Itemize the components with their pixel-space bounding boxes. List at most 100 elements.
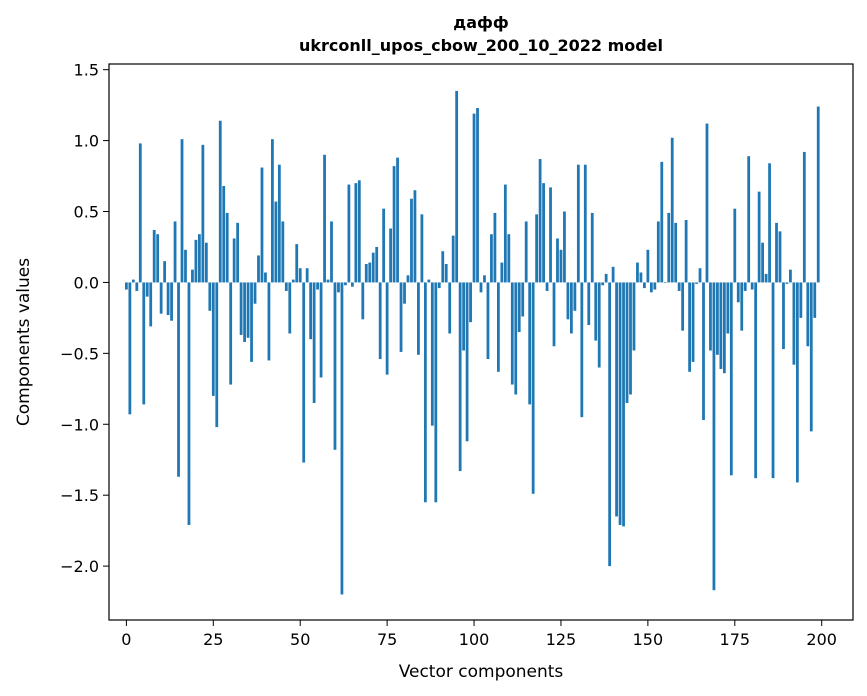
bar-19 xyxy=(191,269,194,283)
bar-129 xyxy=(573,282,577,311)
bar-46 xyxy=(284,282,288,291)
chart-title-line2: ukrconll_upos_cbow_200_10_2022 model xyxy=(299,36,663,55)
bar-195 xyxy=(802,151,806,283)
bar-24 xyxy=(208,282,212,311)
bar-15 xyxy=(177,282,180,477)
bar-28 xyxy=(222,185,226,283)
bar-146 xyxy=(632,282,636,351)
bar-136 xyxy=(597,282,601,368)
bar-7 xyxy=(149,282,153,327)
bar-54 xyxy=(312,282,316,403)
bar-188 xyxy=(778,231,782,283)
bar-17 xyxy=(184,249,187,283)
bar-157 xyxy=(670,137,674,283)
bar-27 xyxy=(218,120,222,283)
bar-53 xyxy=(309,282,313,340)
bar-68 xyxy=(361,282,365,320)
bar-18 xyxy=(187,282,191,525)
bar-192 xyxy=(792,282,796,365)
bar-101 xyxy=(476,107,479,283)
bar-65 xyxy=(350,282,354,287)
bar-100 xyxy=(472,113,476,283)
bar-32 xyxy=(236,222,240,283)
bar-132 xyxy=(583,164,587,283)
bar-155 xyxy=(663,282,667,284)
x-axis-label: Vector components xyxy=(399,662,564,682)
bar-107 xyxy=(496,282,500,372)
bar-73 xyxy=(378,282,382,360)
bar-175 xyxy=(733,208,737,283)
x-tick-label: 75 xyxy=(377,630,397,649)
bar-190 xyxy=(785,282,789,284)
bar-178 xyxy=(743,282,747,291)
bar-93 xyxy=(448,282,452,334)
plot-frame xyxy=(108,63,854,621)
x-tick-label: 50 xyxy=(290,630,310,649)
bar-64 xyxy=(347,184,351,283)
bar-184 xyxy=(764,273,768,283)
bar-186 xyxy=(771,282,775,479)
bar-2 xyxy=(131,279,135,283)
bars-group xyxy=(124,90,820,595)
chart-title-line1: дафф xyxy=(453,13,508,32)
y-axis-label: Components values xyxy=(14,258,34,426)
bar-47 xyxy=(288,282,292,334)
x-tick-label: 100 xyxy=(459,630,490,649)
bar-160 xyxy=(681,282,685,331)
bar-127 xyxy=(566,282,570,320)
bar-163 xyxy=(691,282,695,362)
bar-156 xyxy=(667,212,671,283)
bar-58 xyxy=(326,279,330,283)
bar-13 xyxy=(170,282,173,321)
bar-113 xyxy=(517,282,521,333)
bar-115 xyxy=(524,221,528,283)
bar-196 xyxy=(806,282,810,347)
bar-197 xyxy=(809,282,813,432)
bar-90 xyxy=(437,282,441,289)
bar-62 xyxy=(340,282,344,595)
bar-59 xyxy=(330,221,333,283)
bar-78 xyxy=(396,157,399,283)
bar-45 xyxy=(281,221,285,283)
bar-159 xyxy=(677,282,681,291)
bar-142 xyxy=(618,282,622,525)
bar-106 xyxy=(493,212,497,283)
bar-21 xyxy=(198,234,201,283)
bar-43 xyxy=(274,201,278,283)
bar-143 xyxy=(622,282,625,527)
bar-111 xyxy=(510,282,514,385)
bar-112 xyxy=(514,282,518,395)
bar-35 xyxy=(246,282,250,338)
y-axis-ticks: −2.0 −1.5 −1.0 −0.5 0.0 0.5 1.0 1.5 xyxy=(60,61,109,576)
bar-193 xyxy=(795,282,799,483)
bar-67 xyxy=(357,180,361,283)
bar-179 xyxy=(747,156,751,283)
bar-110 xyxy=(507,234,511,283)
bar-63 xyxy=(344,282,347,286)
bar-174 xyxy=(729,282,733,476)
bar-103 xyxy=(483,275,486,283)
y-tick-label: −1.5 xyxy=(60,486,99,505)
y-tick-label: −0.5 xyxy=(60,344,99,363)
bar-116 xyxy=(528,282,532,405)
bar-72 xyxy=(375,246,379,283)
x-tick-label: 200 xyxy=(806,630,837,649)
bar-56 xyxy=(319,282,323,378)
bar-4 xyxy=(138,143,142,283)
bar-119 xyxy=(538,159,542,283)
bar-29 xyxy=(225,212,229,283)
bar-166 xyxy=(702,282,705,421)
bar-130 xyxy=(576,164,580,283)
bar-81 xyxy=(406,275,410,283)
bar-6 xyxy=(145,282,149,297)
bar-61 xyxy=(337,282,340,293)
bar-176 xyxy=(736,282,740,303)
bar-126 xyxy=(563,211,566,283)
bar-185 xyxy=(768,163,771,283)
y-tick-label: −1.0 xyxy=(60,415,99,434)
bar-1 xyxy=(128,282,132,415)
bar-151 xyxy=(649,282,653,293)
bar-84 xyxy=(417,282,420,355)
bar-122 xyxy=(549,187,552,283)
